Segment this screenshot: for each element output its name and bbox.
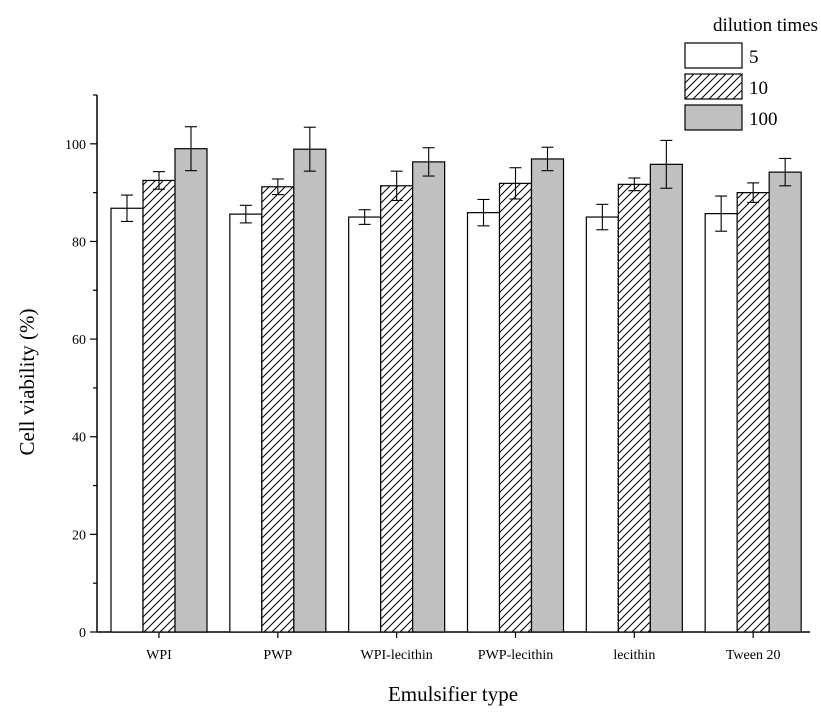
x-tick-label: Tween 20 [726,648,781,663]
legend-swatch [684,73,743,100]
y-tick-label: 40 [72,431,86,446]
legend-swatch [684,104,743,131]
bar [498,182,533,633]
bar [736,192,770,633]
bar [261,186,295,633]
bar [530,158,565,633]
bar [229,213,263,633]
bar [768,171,802,633]
x-axis-title: Emulsifier type [388,682,518,706]
y-tick-label: 20 [72,528,86,543]
x-tick-label: PWP [263,648,292,663]
legend-title: dilution times [713,15,818,36]
bar [110,207,144,633]
x-tick-label: lecithin [613,648,655,663]
y-tick-label: 0 [79,626,86,641]
bar [466,212,501,633]
bar [704,213,738,633]
y-tick-label: 60 [72,333,86,348]
bar [649,163,683,633]
bar [585,216,619,633]
legend-label: 5 [749,47,759,68]
bar [412,161,446,633]
legend-label: 100 [749,109,778,130]
y-tick-label: 100 [65,138,86,153]
x-tick-label: PWP-lecithin [478,648,553,663]
legend-label: 10 [749,78,768,99]
bar [617,183,651,633]
x-tick-label: WPI-lecithin [361,648,433,663]
bar [380,185,414,633]
x-tick-label: WPI [146,648,172,663]
legend-swatch [684,42,743,69]
bar [293,148,327,633]
legend: dilution times 5 10 100 [684,15,818,131]
bar [174,148,208,633]
bar [142,179,176,633]
bar [348,216,382,633]
y-axis-title: Cell viability (%) [15,309,39,456]
y-tick-label: 80 [72,235,86,250]
